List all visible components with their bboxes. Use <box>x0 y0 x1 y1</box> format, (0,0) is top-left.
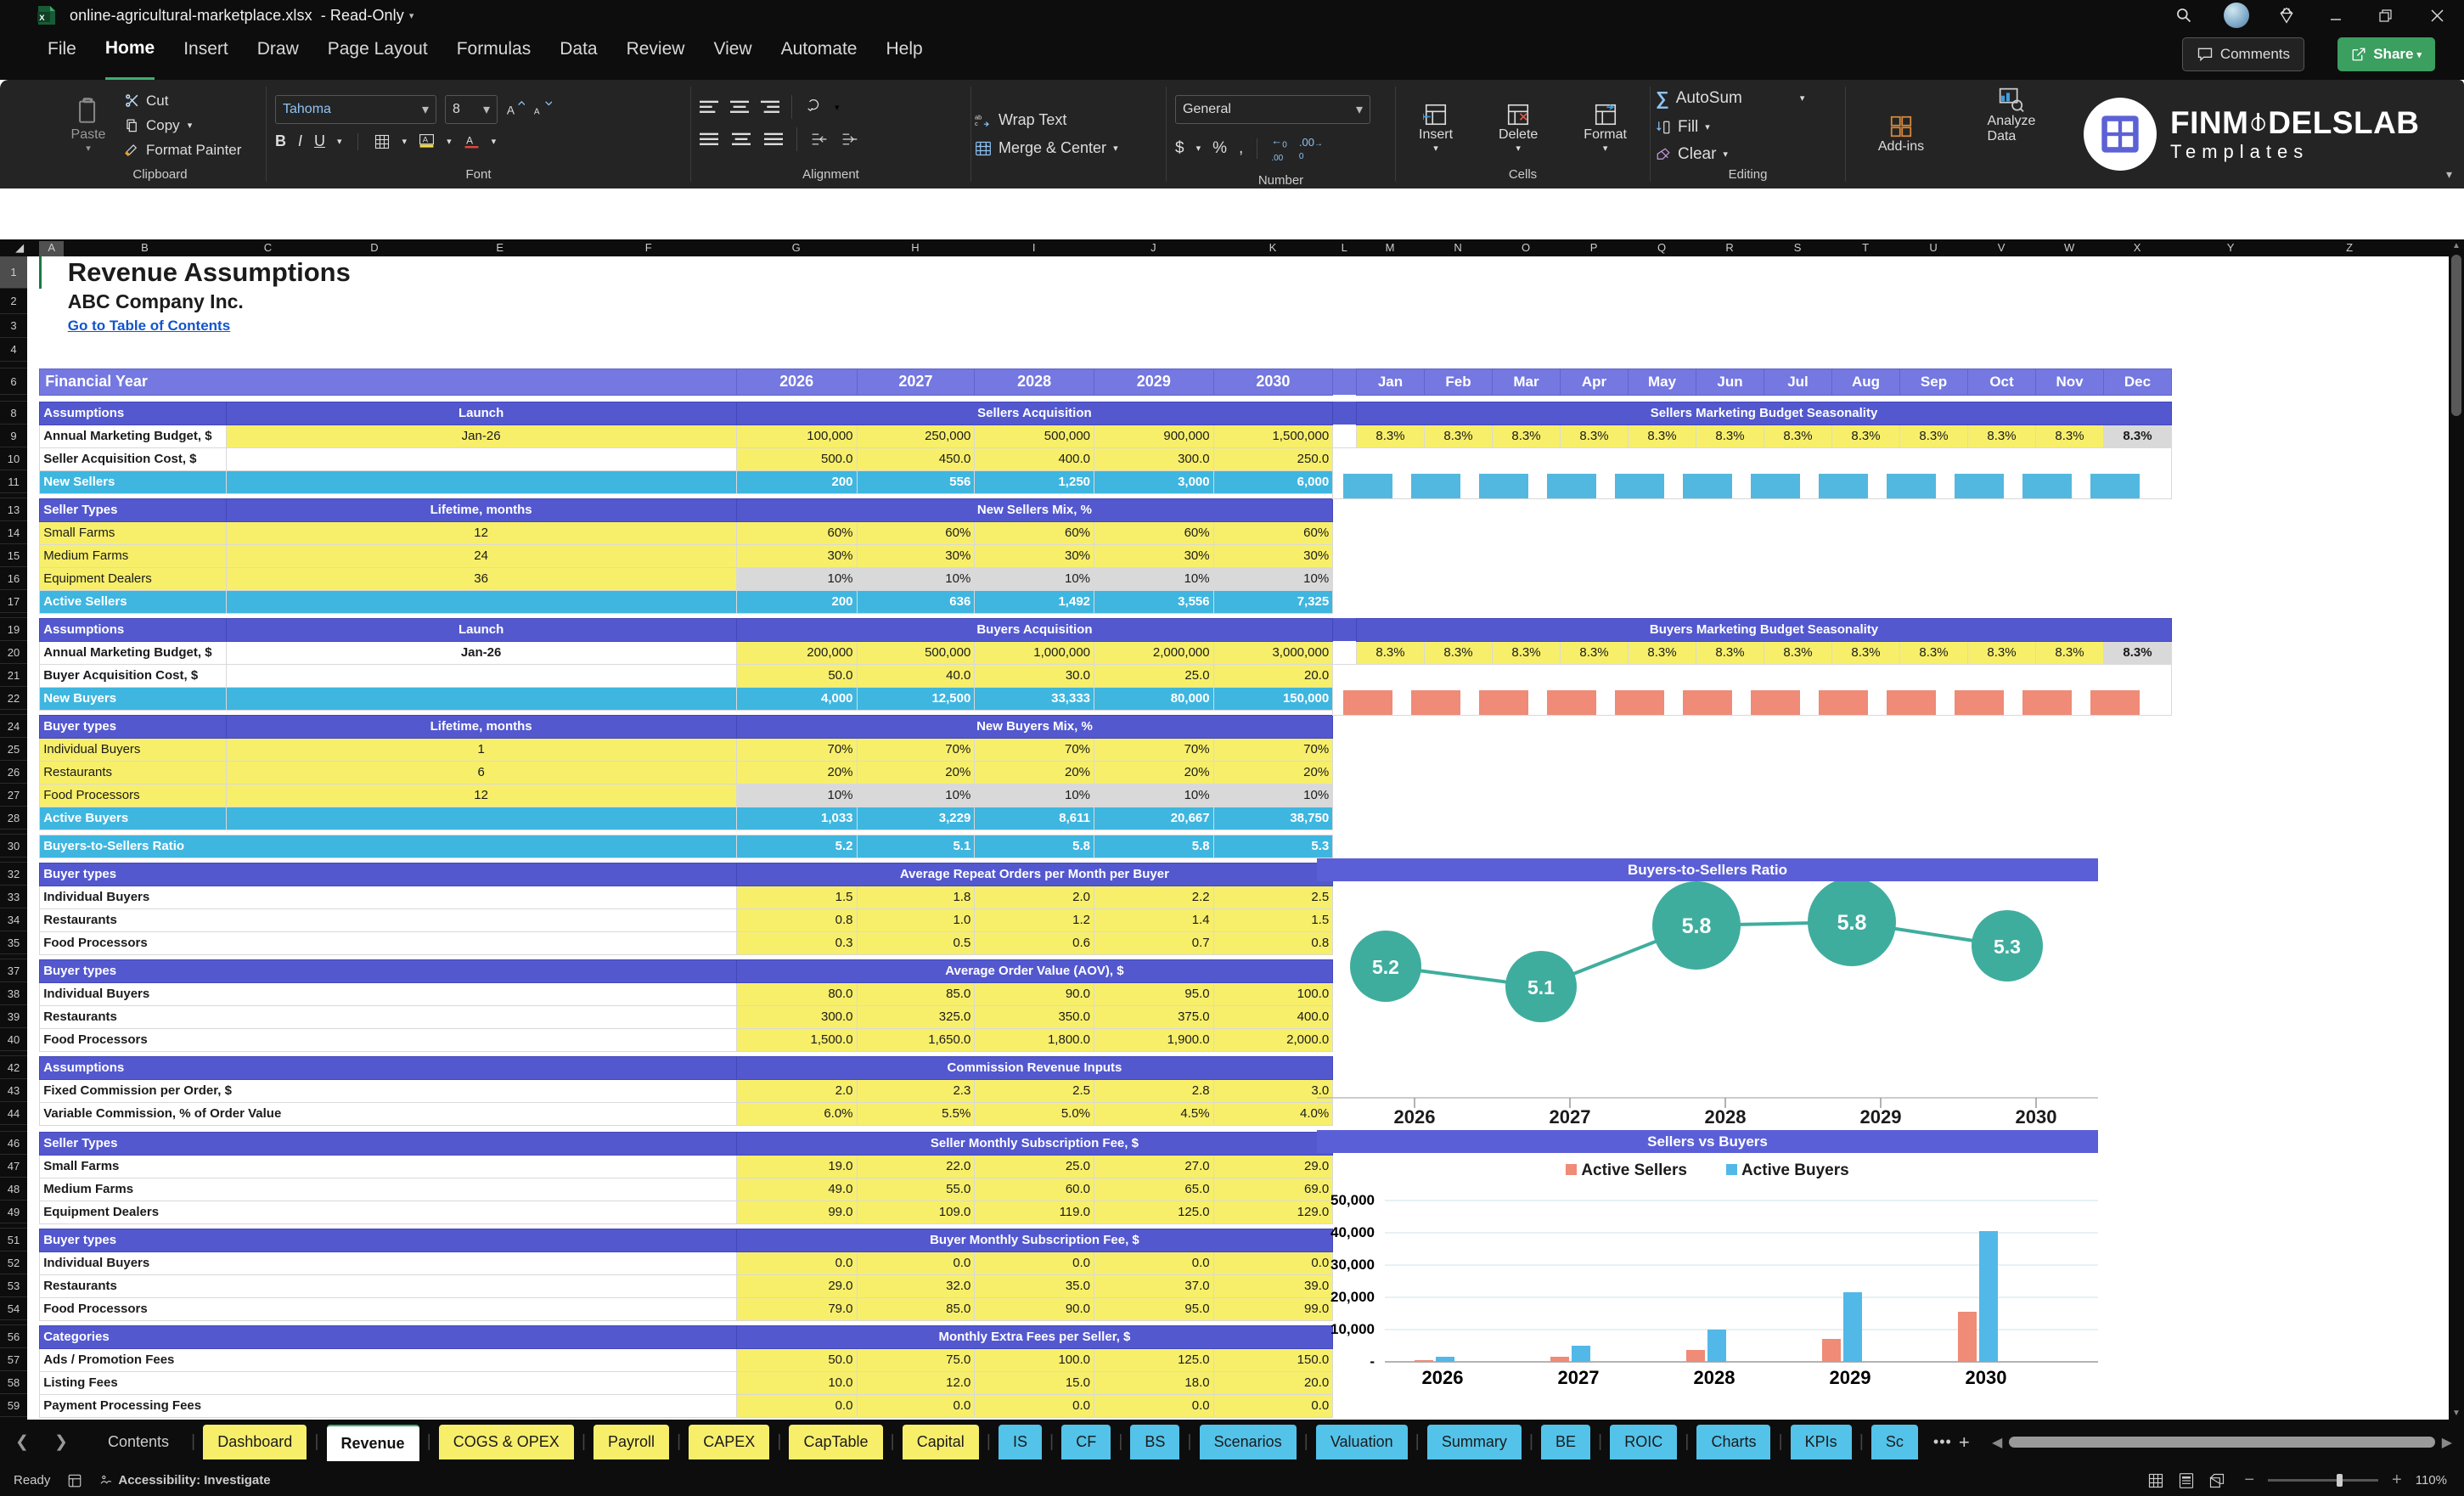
svg-text:40,000: 40,000 <box>1330 1224 1375 1240</box>
svg-text:A: A <box>466 135 473 147</box>
svg-text:20,000: 20,000 <box>1330 1289 1375 1305</box>
svg-text:10,000: 10,000 <box>1330 1321 1375 1337</box>
svg-text:c: c <box>975 119 978 127</box>
svg-text:50,000: 50,000 <box>1330 1192 1375 1208</box>
svg-text:2029: 2029 <box>1830 1367 1871 1388</box>
svg-text:A: A <box>423 135 429 144</box>
svg-text:2028: 2028 <box>1694 1367 1735 1388</box>
svg-text:30,000: 30,000 <box>1330 1257 1375 1273</box>
svg-text:-: - <box>1370 1353 1375 1369</box>
svg-text:X: X <box>39 14 45 23</box>
svg-text:A: A <box>534 108 540 117</box>
svg-text:2026: 2026 <box>1422 1367 1464 1388</box>
svg-text:A: A <box>507 104 515 117</box>
svg-text:2027: 2027 <box>1558 1367 1600 1388</box>
svg-text:2030: 2030 <box>1966 1367 2007 1388</box>
